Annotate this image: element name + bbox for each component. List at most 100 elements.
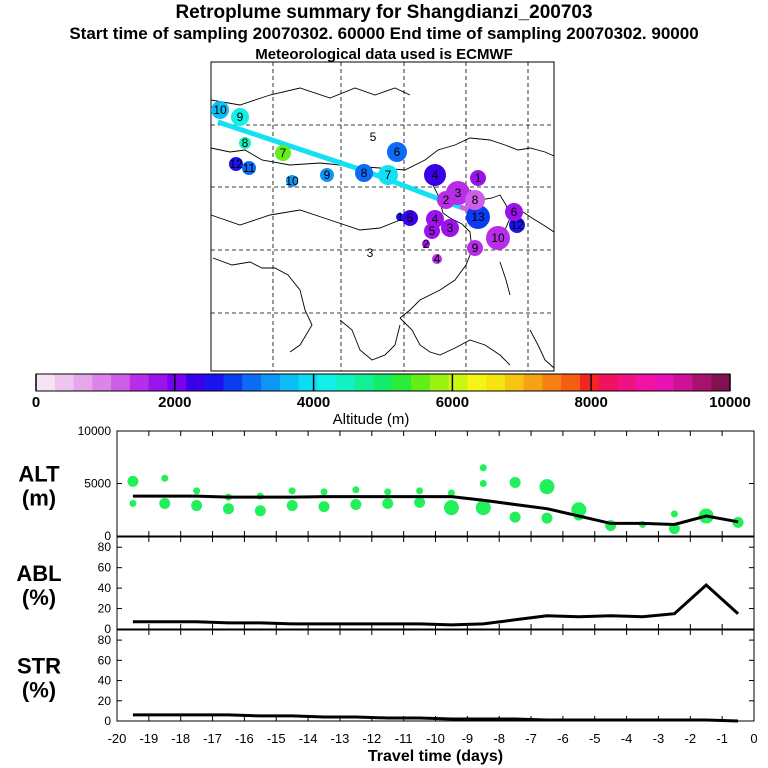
- map-point: [275, 145, 291, 161]
- colorbar-tick-label: 2000: [158, 394, 191, 411]
- map-point-label: 1: [397, 210, 404, 224]
- map-point-label: 10: [213, 103, 227, 117]
- y-tick-label: 40: [98, 674, 112, 688]
- colorbar-swatch: [167, 374, 187, 391]
- map-frame: [210, 61, 555, 372]
- y-axis-title: ABL: [16, 561, 61, 586]
- colorbar-swatch: [467, 374, 487, 391]
- y-tick-label: 10000: [78, 424, 112, 438]
- altitude-cluster-point: [509, 476, 521, 488]
- colorbar-swatch: [204, 374, 225, 391]
- y-tick-label: 20: [98, 694, 112, 708]
- colorbar-swatch: [279, 374, 300, 391]
- colorbar-swatch: [673, 374, 693, 391]
- altitude-cluster-point: [414, 496, 426, 508]
- map-point: [422, 240, 430, 248]
- x-tick-label: -20: [108, 731, 127, 746]
- map-point-label: 10: [285, 174, 299, 188]
- altitude-cluster-point: [320, 488, 328, 496]
- map-point: [286, 175, 298, 187]
- y-axis-title: STR: [17, 654, 61, 679]
- map-point: [355, 164, 373, 182]
- altitude-cluster-point: [382, 497, 394, 509]
- colorbar-swatch: [636, 374, 656, 391]
- colorbar-swatch: [317, 374, 337, 391]
- altitude-cluster-point: [670, 510, 678, 518]
- altitude-cluster-point: [318, 501, 330, 513]
- colorbar-tick-label: 0: [32, 394, 40, 411]
- panel-frame: [116, 536, 755, 630]
- map-point: [242, 161, 256, 175]
- map-point-label: 12: [229, 157, 243, 171]
- map-point: [424, 164, 446, 186]
- altitude-cluster-point: [254, 505, 266, 517]
- altitude-cluster-point: [732, 516, 744, 528]
- y-tick-label: 0: [104, 714, 111, 728]
- map-point: [378, 165, 398, 185]
- colorbar-swatch: [73, 374, 93, 391]
- colorbar-swatch: [223, 374, 243, 391]
- map-point-label: 4: [434, 252, 441, 266]
- colorbar-swatch: [148, 374, 168, 391]
- colorbar-label: Altitude (m): [333, 411, 410, 428]
- altitude-cluster-point: [222, 503, 234, 515]
- x-tick-label: -7: [525, 731, 537, 746]
- map-point-label: 11: [243, 161, 256, 175]
- colorbar-swatch: [486, 374, 506, 391]
- met-data-line: Meteorological data used is ECMWF: [255, 46, 513, 63]
- y-tick-label: 20: [98, 602, 112, 616]
- altitude-cluster-point: [479, 464, 487, 472]
- map-point-label: 10: [491, 231, 505, 245]
- map-point: [505, 203, 523, 221]
- series-line-str: [132, 713, 739, 723]
- altitude-cluster-point: [286, 500, 298, 512]
- map-point: [231, 108, 249, 126]
- colorbar-swatch: [504, 374, 525, 391]
- map-point-label: 7: [280, 146, 287, 160]
- map-point-label: 2: [423, 237, 430, 251]
- map-point-label: 5: [429, 224, 436, 238]
- x-tick-label: -17: [203, 731, 222, 746]
- x-tick-label: -19: [139, 731, 158, 746]
- map-point: [465, 190, 485, 210]
- x-tick-label: -9: [462, 731, 474, 746]
- colorbar-swatch: [579, 374, 600, 391]
- map-point: [402, 210, 418, 226]
- colorbar-swatch: [392, 374, 412, 391]
- map-point-label: 5: [407, 211, 414, 225]
- map-point: [239, 137, 251, 149]
- chart-title: Retroplume summary for Shangdianzi_20070…: [175, 2, 593, 23]
- x-tick-label: -5: [589, 731, 601, 746]
- map-point-label: 7: [385, 168, 392, 182]
- map-point: [509, 217, 525, 233]
- map-point-label: 8: [361, 166, 368, 180]
- map-point-label: 9: [237, 110, 244, 124]
- colorbar-swatch: [92, 374, 112, 391]
- map-point: [437, 191, 455, 209]
- map-point: [441, 219, 459, 237]
- map-point-label: 4: [432, 168, 439, 182]
- altitude-colorbar: 0 2000 4000 6000 8000 10000: [32, 373, 751, 411]
- altitude-cluster-point: [288, 487, 296, 495]
- map-gridlines: [211, 62, 554, 371]
- y-tick-label: 40: [98, 581, 112, 595]
- y-tick-label: 60: [98, 653, 112, 667]
- map-coastlines: [210, 87, 555, 369]
- colorbar-swatch: [542, 374, 562, 391]
- map-point-label: 8: [242, 136, 249, 150]
- panel-frame: [116, 629, 755, 722]
- sampling-times: Start time of sampling 20070302. 60000 E…: [69, 24, 699, 43]
- colorbar-swatch: [692, 374, 712, 391]
- altitude-cluster-point: [541, 512, 553, 524]
- x-tick-label: -1: [716, 731, 728, 746]
- x-tick-label: -11: [395, 731, 413, 746]
- series-line-abl: [132, 582, 740, 627]
- map-point: [320, 168, 334, 182]
- altitude-cluster-point: [352, 486, 360, 494]
- map-point-label: 1: [475, 171, 482, 185]
- map-point-label: 3: [367, 246, 374, 260]
